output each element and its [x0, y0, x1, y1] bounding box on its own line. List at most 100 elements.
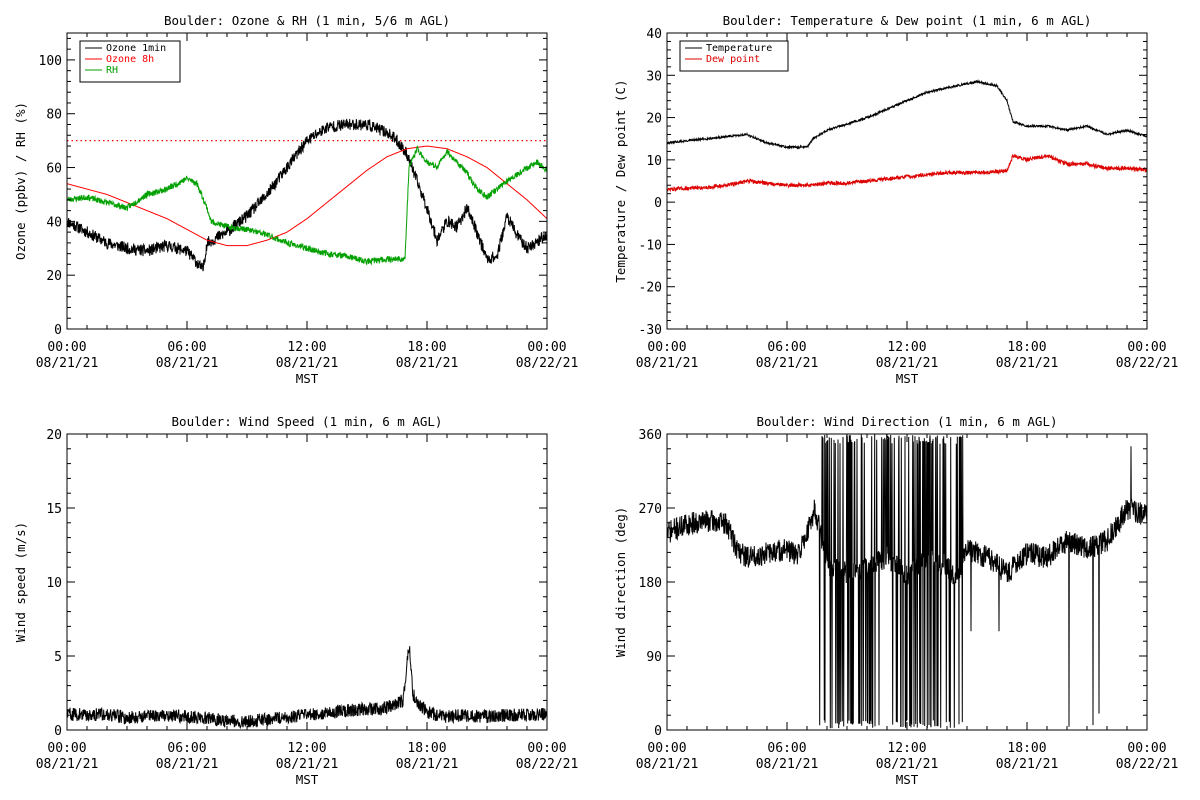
y-tick-label: 10	[46, 576, 62, 591]
series-line-dew-point	[667, 153, 1147, 193]
x-tick-date-label: 08/21/21	[156, 356, 219, 371]
series-line-temperature	[667, 79, 1147, 150]
x-tick-date-label: 08/21/21	[996, 757, 1059, 772]
x-tick-label: 06:00	[767, 741, 806, 756]
x-tick-label: 00:00	[527, 340, 566, 355]
series-group	[67, 118, 547, 272]
y-tick-label: 0	[654, 196, 662, 211]
y-tick-label: 80	[46, 108, 62, 123]
x-tick-date-label: 08/21/21	[636, 757, 699, 772]
x-tick-label: 12:00	[887, 741, 926, 756]
plot-frame	[666, 32, 1148, 330]
legend-entry: Dew point	[706, 54, 760, 65]
legend-entry: Temperature	[706, 43, 772, 54]
x-tick-label: 00:00	[647, 340, 686, 355]
x-tick-label: 12:00	[287, 340, 326, 355]
y-tick-label: 20	[46, 428, 62, 443]
legend-entry: Ozone 1min	[106, 43, 166, 54]
x-tick-label: 00:00	[647, 741, 686, 756]
y-tick-label: 360	[639, 428, 662, 443]
x-tick-date-label: 08/21/21	[276, 757, 339, 772]
y-axis-label: Wind direction (deg)	[613, 507, 628, 658]
x-tick-label: 12:00	[887, 340, 926, 355]
x-tick-date-label: 08/21/21	[396, 356, 459, 371]
y-tick-label: 40	[646, 27, 662, 42]
plot-frame	[66, 433, 548, 731]
y-tick-label: 10	[646, 154, 662, 169]
y-axis-label: Temperature / Dew point (C)	[613, 79, 628, 282]
y-tick-label: 0	[54, 724, 62, 739]
chart-title: Boulder: Ozone & RH (1 min, 5/6 m AGL)	[164, 13, 450, 28]
x-tick-label: 18:00	[407, 340, 446, 355]
y-axis-label: Wind speed (m/s)	[13, 522, 28, 642]
y-tick-label: -30	[639, 323, 662, 338]
x-axis-label: MST	[296, 772, 319, 787]
y-tick-label: 20	[646, 112, 662, 127]
x-tick-label: 06:00	[167, 741, 206, 756]
x-tick-date-label: 08/21/21	[996, 356, 1059, 371]
series-line-data	[667, 434, 1147, 729]
series-line-data	[67, 646, 547, 730]
y-tick-label: 60	[46, 162, 62, 177]
x-tick-label: 00:00	[527, 741, 566, 756]
chart-panel-3: Boulder: Wind Direction (1 min, 6 m AGL)…	[613, 414, 1178, 787]
x-tick-date-label: 08/22/21	[516, 356, 579, 371]
y-tick-label: 5	[54, 650, 62, 665]
y-tick-label: 90	[646, 650, 662, 665]
y-tick-label: 0	[54, 323, 62, 338]
y-tick-label: 20	[46, 269, 62, 284]
x-tick-date-label: 08/21/21	[876, 356, 939, 371]
chart-title: Boulder: Temperature & Dew point (1 min,…	[723, 13, 1092, 28]
x-tick-label: 00:00	[1127, 741, 1166, 756]
x-tick-label: 06:00	[167, 340, 206, 355]
y-tick-label: 0	[654, 724, 662, 739]
series-group	[667, 79, 1147, 193]
x-axis-label: MST	[896, 772, 919, 787]
x-axis-label: MST	[896, 371, 919, 386]
y-tick-label: 15	[46, 502, 62, 517]
x-tick-label: 12:00	[287, 741, 326, 756]
x-tick-label: 18:00	[407, 741, 446, 756]
x-tick-label: 00:00	[47, 340, 86, 355]
x-tick-date-label: 08/22/21	[1116, 356, 1179, 371]
x-tick-label: 18:00	[1007, 741, 1046, 756]
x-tick-label: 00:00	[47, 741, 86, 756]
chart-panel-0: Boulder: Ozone & RH (1 min, 5/6 m AGL)00…	[13, 13, 578, 386]
series-group	[67, 646, 547, 730]
legend-entry: Ozone 8h	[106, 54, 154, 65]
y-tick-label: 30	[646, 69, 662, 84]
y-tick-label: 270	[639, 502, 662, 517]
legend-entry: RH	[106, 65, 118, 76]
x-tick-date-label: 08/22/21	[1116, 757, 1179, 772]
x-tick-label: 00:00	[1127, 340, 1166, 355]
x-tick-date-label: 08/21/21	[276, 356, 339, 371]
y-tick-label: 40	[46, 215, 62, 230]
x-tick-date-label: 08/21/21	[756, 757, 819, 772]
x-tick-date-label: 08/21/21	[396, 757, 459, 772]
x-tick-date-label: 08/21/21	[756, 356, 819, 371]
series-group	[667, 434, 1147, 729]
series-line-ozone-1min	[67, 118, 547, 272]
chart-panel-2: Boulder: Wind Speed (1 min, 6 m AGL) 00:0…	[13, 414, 578, 787]
chart-title: Boulder: Wind Speed (1 min, 6 m AGL)	[172, 414, 443, 429]
x-tick-date-label: 08/22/21	[516, 757, 579, 772]
x-tick-date-label: 08/21/21	[156, 757, 219, 772]
chart-panel-1: Boulder: Temperature & Dew point (1 min,…	[613, 13, 1178, 386]
legend-box	[679, 40, 789, 72]
y-tick-label: 180	[639, 576, 662, 591]
x-tick-date-label: 08/21/21	[36, 356, 99, 371]
series-line-ozone-8h	[67, 145, 547, 247]
x-tick-date-label: 08/21/21	[636, 356, 699, 371]
x-axis-label: MST	[296, 371, 319, 386]
y-tick-label: -20	[639, 281, 662, 296]
chart-title: Boulder: Wind Direction (1 min, 6 m AGL)	[756, 414, 1057, 429]
y-tick-label: -10	[639, 238, 662, 253]
y-axis-label: Ozone (ppbv) / RH (%)	[13, 102, 28, 260]
y-tick-label: 100	[39, 54, 62, 69]
series-line-rh	[67, 145, 547, 266]
x-tick-label: 06:00	[767, 340, 806, 355]
x-tick-date-label: 08/21/21	[36, 757, 99, 772]
